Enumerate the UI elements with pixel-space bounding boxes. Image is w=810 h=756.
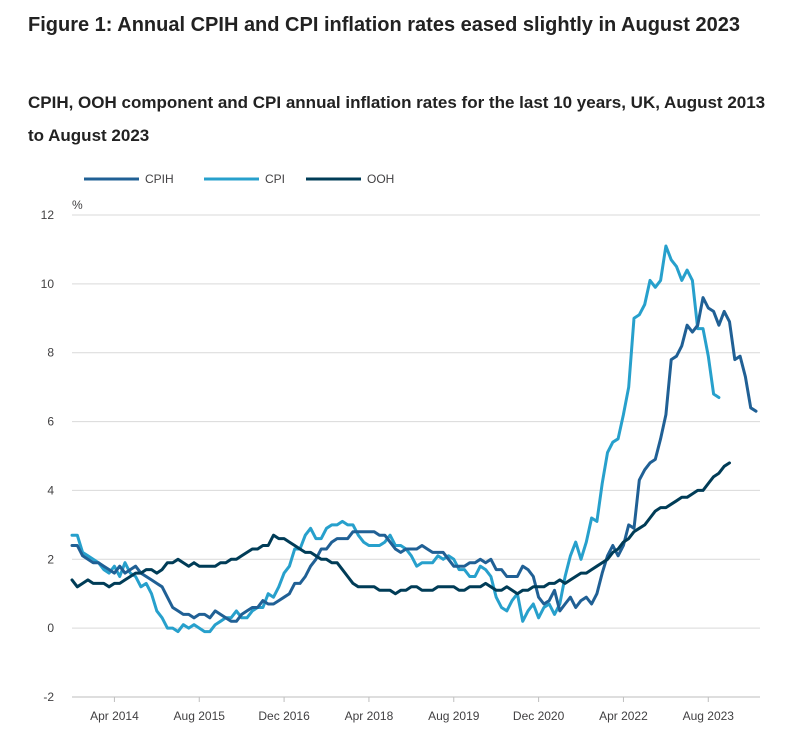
y-tick-label: 10 [41,277,55,291]
series-line-cpi [70,244,721,634]
legend-label-cpih: CPIH [145,172,174,186]
y-tick-label: 6 [47,415,54,429]
y-tick-label: 8 [47,346,54,360]
x-axis: Apr 2014 Aug 2015 Dec 2016 Apr 2018 Aug 2019… [72,696,760,723]
y-axis: -2 0 2 4 6 8 10 12 [41,208,55,704]
y-tick-label: 4 [47,483,54,497]
series-lines [70,244,758,634]
y-axis-unit-label: % [72,198,83,212]
x-tick-label: Aug 2015 [174,709,226,723]
chart-subtitle: CPIH, OOH component and CPI annual infla… [28,93,766,145]
x-tick-label: Apr 2018 [345,709,394,723]
x-tick-label: Dec 2016 [258,709,310,723]
x-tick-label: Aug 2023 [683,709,735,723]
y-tick-label: 12 [41,208,55,222]
series-line-ooh [70,461,731,596]
y-tick-label: 2 [47,552,54,566]
y-tick-label: 0 [47,621,54,635]
x-tick-label: Aug 2019 [428,709,480,723]
x-tick-label: Apr 2014 [90,709,139,723]
series-line-cpih [70,296,758,623]
chart-title: Figure 1: Annual CPIH and CPI inflation … [28,14,740,36]
legend-label-ooh: OOH [367,172,394,186]
x-tick-label: Apr 2022 [599,709,648,723]
y-tick-label: -2 [43,690,54,704]
x-tick-label: Dec 2020 [513,709,565,723]
legend: CPIH CPI OOH [84,172,394,186]
legend-label-cpi: CPI [265,172,285,186]
